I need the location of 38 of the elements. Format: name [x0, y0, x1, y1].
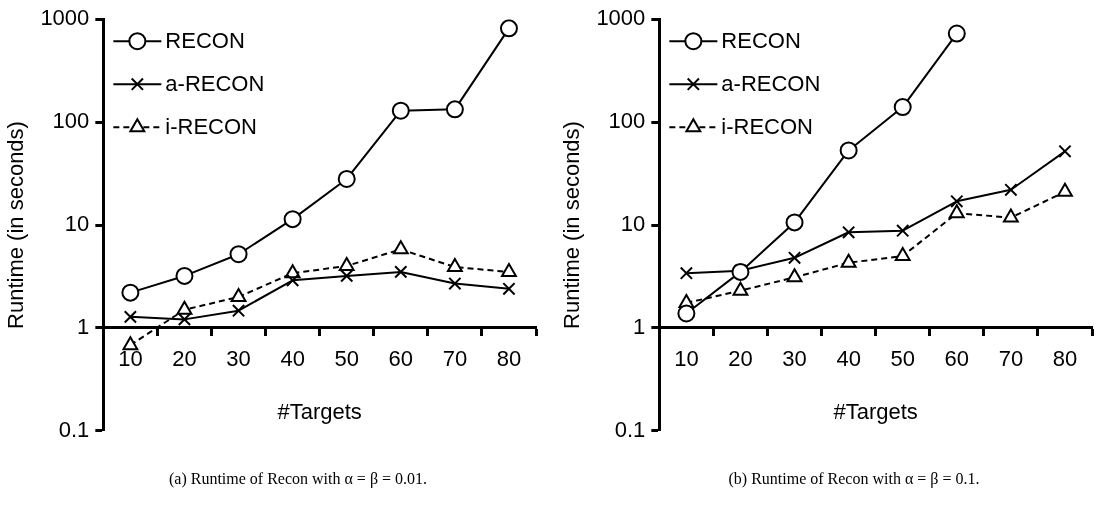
x-tick-label: 30: [226, 346, 251, 372]
y-axis-title: Runtime (in seconds): [3, 121, 29, 329]
x-tick-label: 80: [1052, 346, 1078, 372]
y-axis-title: Runtime (in seconds): [559, 121, 585, 329]
legend-label: RECON: [721, 28, 801, 54]
y-tick-label: 1000: [40, 5, 90, 31]
text: (b) Runtime of Recon with α = β = 0.1.: [727, 470, 981, 488]
x-tick-label: 20: [728, 346, 753, 372]
x-axis-title: #Targets: [833, 398, 918, 424]
x-tick-label: 70: [998, 346, 1024, 372]
x-tick-label: 20: [172, 346, 197, 372]
legend-label: i-RECON: [165, 114, 258, 140]
legend-label: i-RECON: [721, 114, 814, 140]
y-tick-label: 1: [77, 313, 90, 339]
x-tick-label: 70: [442, 346, 468, 372]
y-tick-label: 1: [633, 313, 646, 339]
text: (a) Runtime of Recon with α = β = 0.01.: [167, 470, 429, 488]
y-tick-label: 100: [52, 108, 90, 134]
x-tick-label: 80: [496, 346, 522, 372]
x-tick-label: 60: [944, 346, 970, 372]
legend-label: a-RECON: [721, 71, 821, 97]
x-tick-label: 60: [388, 346, 414, 372]
x-tick-label: 10: [674, 346, 699, 372]
y-tick-label: 0.1: [58, 416, 90, 442]
legend-label: a-RECON: [165, 71, 265, 97]
y-tick-label: 100: [608, 108, 646, 134]
x-axis-title: #Targets: [277, 398, 362, 424]
x-tick-label: 50: [890, 346, 915, 372]
x-tick-label: 10: [118, 346, 143, 372]
y-tick-label: 10: [64, 211, 90, 237]
x-tick-label: 40: [280, 346, 305, 372]
x-tick-label: 30: [782, 346, 807, 372]
y-tick-label: 10: [620, 211, 646, 237]
y-tick-label: 1000: [596, 5, 646, 31]
x-tick-label: 50: [334, 346, 359, 372]
y-tick-label: 0.1: [614, 416, 646, 442]
x-tick-label: 40: [836, 346, 861, 372]
legend-label: RECON: [165, 28, 245, 54]
